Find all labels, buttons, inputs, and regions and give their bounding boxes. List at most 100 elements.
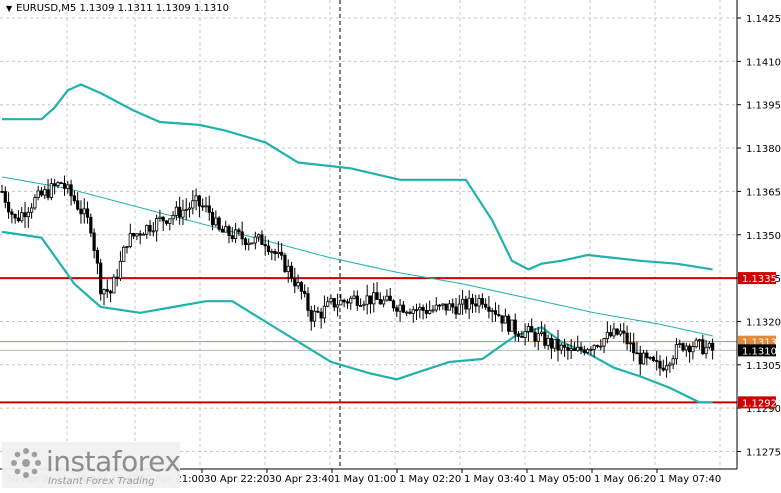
candle-body: [507, 315, 511, 332]
candle-body: [618, 330, 623, 335]
candle-body: [105, 289, 109, 292]
candle-body: [79, 208, 83, 215]
candle-body: [562, 344, 567, 348]
candle-body: [395, 307, 399, 312]
candle-body: [181, 209, 185, 218]
candle-body: [641, 352, 646, 365]
candle-body: [405, 311, 409, 314]
candle-body: [612, 328, 616, 337]
candle-body: [355, 295, 359, 306]
y-tick-label: 1.1350: [746, 231, 781, 242]
candle-body: [335, 304, 340, 308]
candle-body: [220, 228, 225, 233]
dropdown-triangle-icon[interactable]: ▼: [6, 4, 13, 13]
candle-body: [599, 345, 603, 348]
candle-body: [388, 295, 392, 302]
candle-body: [477, 298, 481, 307]
brand-name: instaforex: [46, 445, 181, 478]
candle-body: [99, 262, 103, 295]
candle-body: [194, 195, 198, 202]
candle-body: [141, 233, 146, 236]
candle-body: [240, 231, 244, 240]
candle-body: [66, 184, 70, 189]
candle-body: [691, 346, 695, 353]
candle-body: [191, 200, 195, 209]
candle-body: [230, 235, 234, 240]
candle-body: [155, 218, 159, 232]
candle-body: [609, 332, 613, 337]
candle-body: [645, 352, 649, 359]
candle-body: [345, 301, 350, 304]
candle-body: [661, 367, 665, 371]
candle-body: [207, 205, 211, 213]
candle-body: [523, 330, 527, 338]
candle-body: [454, 306, 458, 315]
candle-body: [30, 207, 34, 213]
candle-body: [299, 282, 303, 292]
candle-body: [484, 303, 488, 308]
candle-body: [237, 229, 241, 233]
candle-body: [233, 229, 238, 240]
candle-body: [171, 214, 175, 220]
candle-body: [549, 337, 554, 349]
candle-body: [441, 303, 445, 306]
candle-body: [638, 352, 642, 365]
candle-body: [161, 216, 165, 222]
candle-body: [115, 276, 119, 279]
candle-body: [131, 233, 136, 237]
candle-body: [632, 342, 636, 354]
y-tick-label: 1.1275: [746, 448, 781, 459]
candle-body: [434, 304, 438, 311]
candle-body: [516, 333, 521, 337]
candle-body: [559, 344, 563, 351]
candle-body: [490, 310, 494, 313]
current-price-tag: 1.1310: [742, 346, 777, 357]
candle-body: [648, 356, 652, 359]
candle-body: [312, 310, 317, 322]
candle-body: [615, 328, 619, 335]
bid-tag: 1.1313: [742, 338, 777, 349]
candle-body: [500, 315, 504, 324]
candle-body: [464, 298, 468, 310]
candle-body: [125, 246, 129, 248]
candle-body: [704, 346, 708, 355]
candle-body: [53, 183, 57, 186]
candle-body: [56, 182, 60, 186]
candle-body: [460, 298, 465, 305]
candle-body: [576, 346, 580, 351]
candle-body: [602, 338, 606, 347]
candle-body: [497, 313, 501, 317]
candle-body: [138, 233, 142, 236]
candle-body: [247, 242, 251, 245]
candle-body: [214, 217, 218, 226]
candle-body: [319, 311, 323, 319]
candle-body: [539, 331, 544, 335]
candle-body: [187, 207, 192, 210]
candle-body: [306, 293, 310, 311]
candle-body: [572, 348, 577, 351]
level-tag-bg: [738, 396, 776, 409]
candle-body: [513, 319, 517, 335]
candle-body: [260, 234, 264, 245]
candle-body: [428, 310, 432, 314]
candle-body: [257, 234, 261, 238]
candle-body: [26, 211, 30, 218]
level-tag: 1.1292: [742, 398, 777, 409]
y-tick-label: 1.1380: [746, 144, 781, 155]
candle-body: [372, 292, 376, 305]
candle-body: [655, 360, 659, 362]
candle-body: [635, 352, 639, 355]
x-tick-label: 1 May 06:20: [594, 474, 656, 485]
candle-body: [362, 303, 366, 306]
candle-body: [286, 265, 290, 272]
candle-body: [270, 251, 274, 253]
candle-body: [418, 307, 422, 311]
candle-body: [49, 183, 53, 198]
candle-body: [243, 238, 248, 245]
candle-body: [605, 332, 609, 340]
candle-body: [467, 297, 471, 310]
candle-body: [332, 298, 336, 308]
candle-body: [296, 282, 300, 287]
candle-body: [0, 190, 4, 193]
candle-body: [651, 356, 656, 361]
